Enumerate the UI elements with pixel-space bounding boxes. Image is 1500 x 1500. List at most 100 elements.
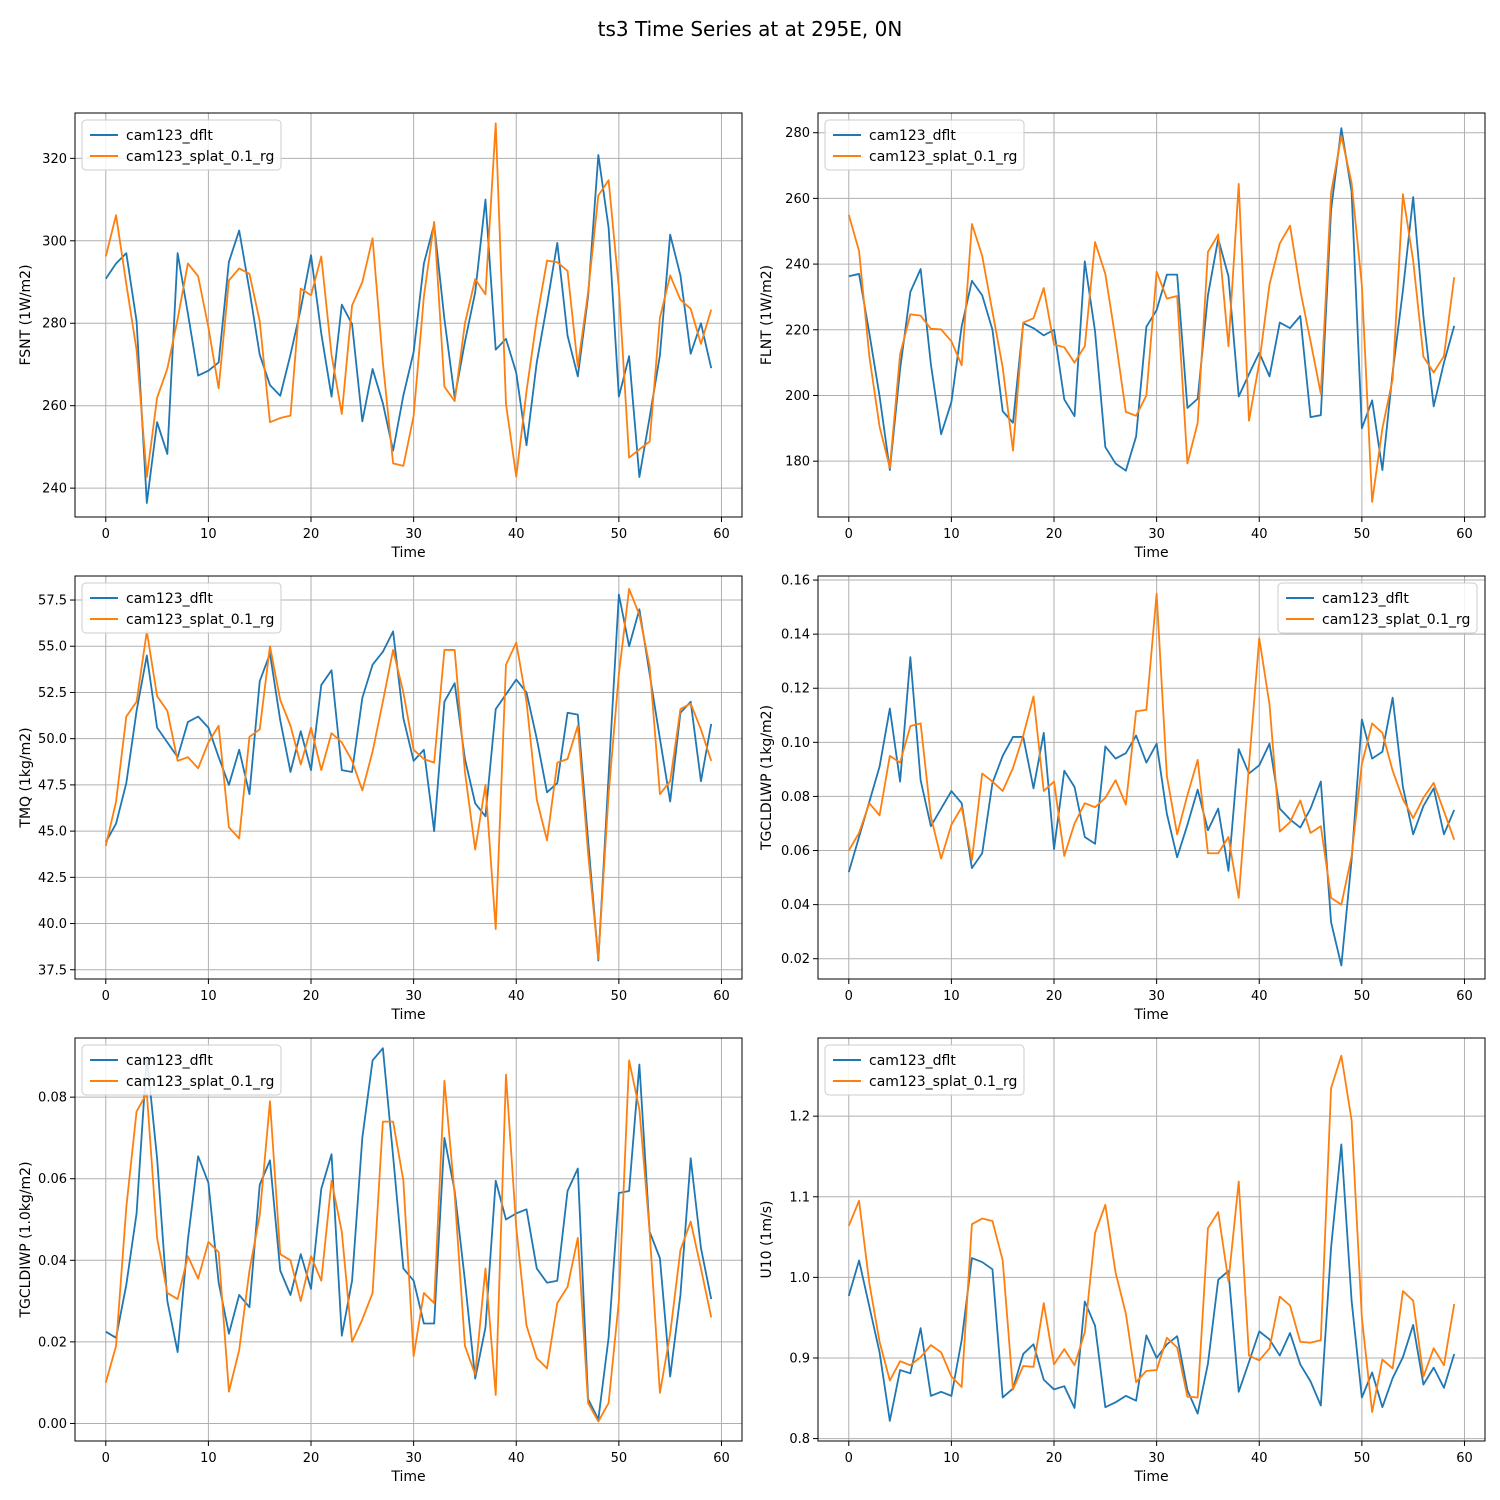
x-tick-label: 50 [1354, 989, 1371, 1004]
legend-label: cam123_dflt [126, 1053, 213, 1069]
y-tick-label: 200 [785, 389, 810, 404]
y-axis-label: FLNT (1W/m2) [759, 265, 775, 365]
legend-label: cam123_splat_0.1_rg [869, 149, 1017, 165]
legend-box [1277, 582, 1478, 634]
y-tick-label: 0.06 [781, 844, 810, 859]
x-tick-label: 50 [611, 989, 628, 1004]
x-tick-label: 60 [713, 989, 730, 1004]
y-tick-label: 0.00 [38, 1417, 67, 1432]
x-tick-label: 0 [102, 527, 110, 542]
y-tick-label: 0.12 [781, 682, 810, 697]
y-tick-label: 55.0 [38, 640, 67, 655]
y-tick-label: 1.0 [789, 1271, 810, 1286]
subplot-4: 0 10 20 30 40 50 60 0.02 0.04 0.06 0.08 0.10 0.12 0.1… [759, 574, 1486, 1023]
x-tick-label: 0 [845, 989, 853, 1004]
legend-label: cam123_dflt [869, 128, 956, 144]
legend: cam123_dflt cam123_splat_0.1_rg [824, 119, 1025, 171]
x-tick-label: 60 [1456, 989, 1473, 1004]
x-tick-label: 30 [1148, 989, 1165, 1004]
y-tick-label: 280 [42, 317, 67, 332]
y-tick-label: 0.02 [38, 1335, 67, 1350]
x-tick-label: 50 [1354, 527, 1371, 542]
x-tick-label: 10 [200, 989, 217, 1004]
x-tick-label: 20 [303, 527, 320, 542]
x-tick-label: 20 [303, 1451, 320, 1466]
y-tick-label: 280 [785, 126, 810, 141]
y-tick-label: 0.08 [38, 1091, 67, 1106]
grid-lines [818, 1038, 1485, 1441]
y-axis-label: TGCLDLWP (1kg/m2) [759, 705, 775, 851]
series-line-cam123_splat_0.1_rg [847, 135, 1456, 503]
legend: cam123_dflt cam123_splat_0.1_rg [824, 1044, 1025, 1096]
y-tick-label: 220 [785, 323, 810, 338]
x-tick-label: 60 [1456, 1451, 1473, 1466]
y-axis-label: FSNT (1W/m2) [18, 264, 34, 365]
y-tick-label: 260 [42, 399, 67, 414]
x-tick-label: 10 [200, 1451, 217, 1466]
y-tick-label: 0.04 [781, 898, 810, 913]
grid-lines [818, 576, 1485, 979]
y-tick-label: 1.1 [789, 1190, 810, 1205]
x-tick-label: 30 [1148, 1451, 1165, 1466]
x-tick-label: 20 [1046, 989, 1063, 1004]
y-tick-label: 47.5 [38, 778, 67, 793]
x-tick-label: 40 [508, 1451, 525, 1466]
y-axis-label: TMQ (1kg/m2) [18, 727, 34, 828]
x-tick-label: 40 [1251, 989, 1268, 1004]
y-tick-label: 0.02 [781, 952, 810, 967]
x-tick-label: 30 [405, 989, 422, 1004]
y-tick-label: 240 [785, 258, 810, 273]
y-tick-label: 180 [785, 455, 810, 470]
y-tick-label: 40.0 [38, 917, 67, 932]
legend-label: cam123_dflt [126, 128, 213, 144]
axes-frame [817, 1037, 1486, 1442]
series-line-cam123_dflt [105, 154, 713, 504]
x-tick-label: 60 [713, 1451, 730, 1466]
figure-title: ts3 Time Series at at 295E, 0N [598, 17, 903, 41]
legend-label: cam123_splat_0.1_rg [126, 149, 274, 165]
axes-frame [817, 112, 1486, 518]
y-tick-label: 260 [785, 192, 810, 207]
series-line-cam123_dflt [847, 1143, 1456, 1422]
legend-label: cam123_dflt [869, 1053, 956, 1069]
y-tick-label: 0.14 [781, 628, 810, 643]
x-tick-label: 60 [1456, 527, 1473, 542]
series-line-cam123_dflt [848, 127, 1456, 472]
series-line-cam123_splat_0.1_rg [848, 592, 1456, 906]
y-tick-label: 50.0 [38, 732, 67, 747]
x-tick-label: 40 [508, 527, 525, 542]
y-tick-label: 300 [42, 234, 67, 249]
y-tick-label: 0.04 [38, 1254, 67, 1269]
legend: cam123_dflt cam123_splat_0.1_rg [81, 119, 282, 171]
y-tick-label: 37.5 [38, 963, 67, 978]
x-tick-label: 0 [845, 1451, 853, 1466]
y-axis-label: U10 (1m/s) [759, 1201, 775, 1279]
y-tick-label: 45.0 [38, 825, 67, 840]
y-tick-label: 57.5 [38, 594, 67, 609]
y-tick-label: 0.9 [789, 1351, 810, 1366]
x-tick-label: 30 [405, 527, 422, 542]
y-tick-label: 240 [42, 482, 67, 497]
x-tick-label: 10 [943, 1451, 960, 1466]
y-tick-label: 42.5 [38, 871, 67, 886]
x-tick-label: 50 [611, 527, 628, 542]
legend-box [81, 582, 282, 634]
x-tick-label: 20 [1046, 527, 1063, 542]
legend-label: cam123_dflt [126, 591, 213, 607]
y-tick-label: 0.10 [781, 736, 810, 751]
x-tick-label: 40 [508, 989, 525, 1004]
legend: cam123_dflt cam123_splat_0.1_rg [81, 582, 282, 634]
grid-lines [818, 113, 1485, 517]
axes-frame [74, 1037, 743, 1442]
subplot-1: 0 10 20 30 40 50 60 240 260 280 300 320 Time FSNT (1W… [18, 112, 743, 561]
y-tick-label: 320 [42, 152, 67, 167]
y-tick-label: 1.2 [789, 1110, 810, 1125]
x-axis-label: Time [1133, 1007, 1168, 1023]
x-axis-label: Time [1133, 1469, 1168, 1485]
axes-frame [74, 575, 743, 980]
axes-frame [817, 575, 1486, 980]
series-line-cam123_splat_0.1_rg [104, 1059, 713, 1423]
x-tick-label: 10 [200, 527, 217, 542]
x-tick-label: 60 [713, 527, 730, 542]
